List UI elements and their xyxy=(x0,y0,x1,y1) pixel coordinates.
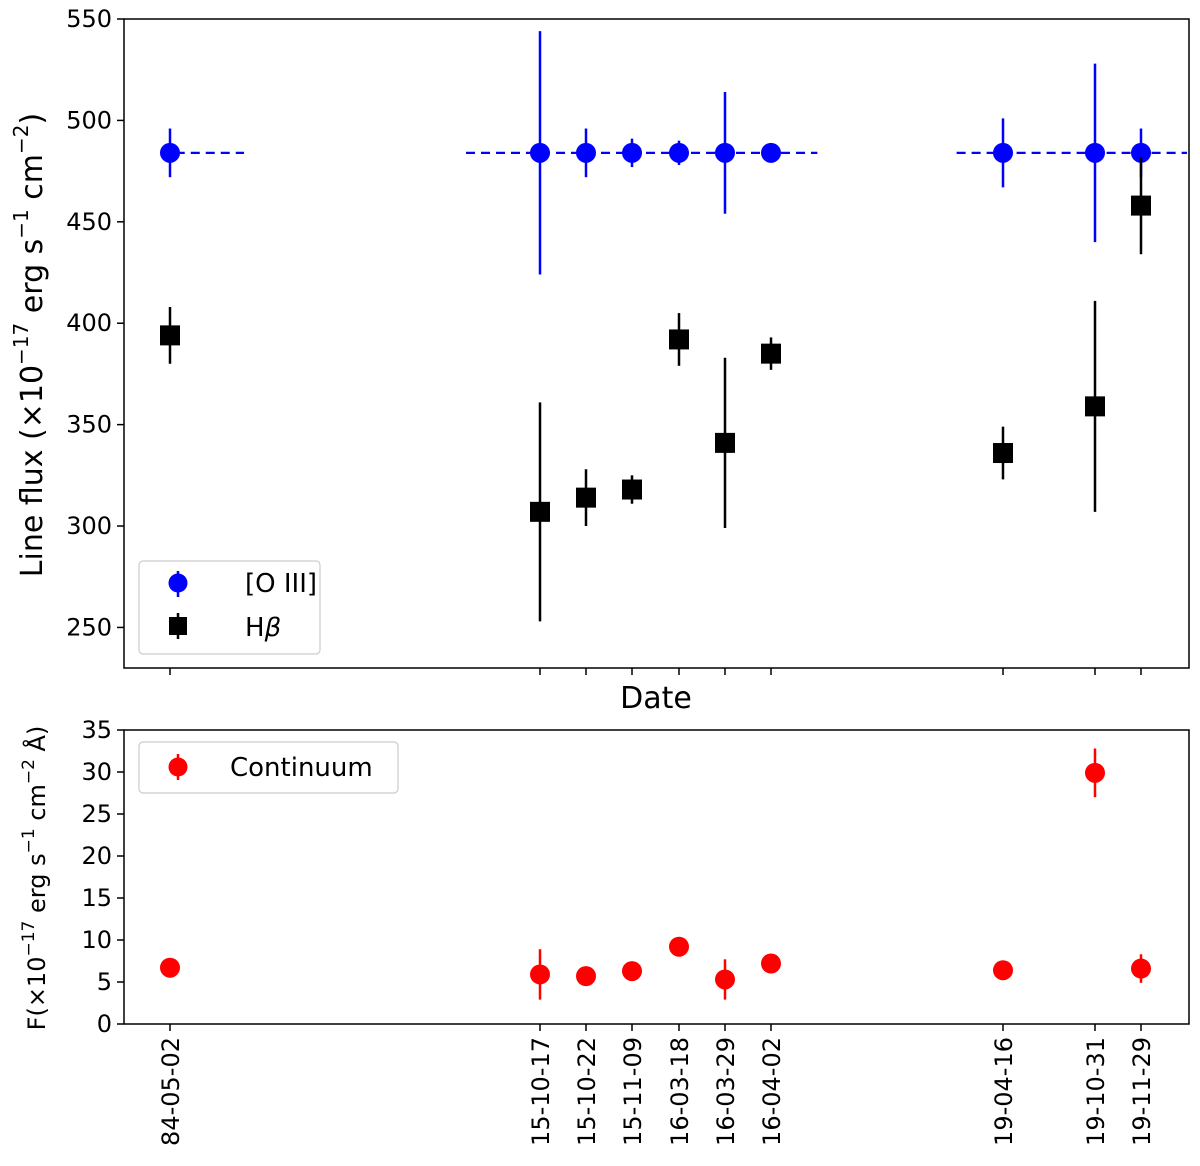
x-tick-label: 16-04-02 xyxy=(758,1037,786,1146)
h-point xyxy=(622,479,642,500)
top-y-tick-label: 300 xyxy=(66,512,112,540)
bottom-ylabel-part: Å) xyxy=(22,726,51,759)
bottom-ylabel-exp: −17 xyxy=(19,921,39,957)
top-legend: [O III] Hβ xyxy=(138,560,321,655)
top-y-tick-label: 450 xyxy=(66,208,112,236)
top-y-tick-label: 500 xyxy=(66,106,112,134)
legend-oiii-label: [O III] xyxy=(245,569,317,599)
o-iii-point xyxy=(669,142,689,163)
bottom-y-tick-label: 30 xyxy=(81,758,112,786)
h-point xyxy=(576,487,596,508)
top-x-axis-title: Date xyxy=(620,681,692,716)
top-ylabel-part: erg s xyxy=(15,239,50,323)
top-ylabel-part: cm xyxy=(15,154,50,209)
continuum-point xyxy=(576,966,596,987)
bottom-y-tick-label: 10 xyxy=(81,926,112,954)
bottom-ylabel-exp: −2 xyxy=(19,759,39,784)
bottom-legend: Continuum xyxy=(138,741,399,794)
h-point xyxy=(993,443,1013,464)
bottom-ylabel-part: F(×10 xyxy=(23,957,51,1031)
x-tick-label: 16-03-18 xyxy=(666,1037,694,1146)
x-tick-label: 16-03-29 xyxy=(712,1037,740,1146)
o-iii-point xyxy=(993,142,1013,163)
bottom-ylabel-part: erg s xyxy=(23,853,51,920)
continuum-point xyxy=(715,969,735,990)
top-y-tick-label: 350 xyxy=(66,411,112,439)
top-panel-plot: 250 300 350 400 450 500 550 xyxy=(66,5,1187,675)
top-ylabel-exp: −17 xyxy=(9,323,33,365)
top-ylabel-exp: −2 xyxy=(9,124,33,153)
legend-hbeta-label-beta: β xyxy=(264,613,282,643)
h-point xyxy=(761,343,781,364)
bottom-y-tick-label: 35 xyxy=(81,716,112,744)
legend-hbeta-label: Hβ xyxy=(245,613,281,643)
o-iii-point xyxy=(160,142,180,163)
o-iii-point xyxy=(715,142,735,163)
top-y-tick-label: 550 xyxy=(66,5,112,33)
h-point xyxy=(530,501,550,522)
continuum-point xyxy=(530,964,550,985)
top-ylabel-part: Line flux (×10 xyxy=(15,365,50,577)
x-tick-label: 15-11-09 xyxy=(619,1037,647,1146)
legend-hbeta-marker xyxy=(169,617,187,635)
o-iii-point xyxy=(761,142,781,163)
x-tick-label: 19-11-29 xyxy=(1128,1037,1156,1146)
bottom-panel-plot: 0 5 10 15 20 25 30 35 84-05-02 15-10-17 15-10-22 15… xyxy=(81,716,1156,1146)
continuum-point xyxy=(761,953,781,974)
top-y-tick-label: 400 xyxy=(66,309,112,337)
continuum-point xyxy=(669,936,689,957)
top-panel-frame xyxy=(123,18,1190,669)
continuum-point xyxy=(160,957,180,978)
continuum-point xyxy=(622,961,642,982)
bottom-y-tick-label: 5 xyxy=(97,968,112,996)
h-point xyxy=(1131,195,1151,216)
top-y-tick-label: 250 xyxy=(66,613,112,641)
legend-oiii-marker xyxy=(168,573,188,593)
top-ylabel-part: ) xyxy=(15,113,50,125)
bottom-ylabel-exp: −1 xyxy=(19,828,39,853)
o-iii-point xyxy=(576,142,596,163)
o-iii-point xyxy=(1085,142,1105,163)
h-point xyxy=(1085,396,1105,417)
h-point xyxy=(669,329,689,350)
x-tick-label: 15-10-22 xyxy=(573,1037,601,1146)
o-iii-point xyxy=(1131,142,1151,163)
bottom-y-axis-title: F(×10−17 erg s−1 cm−2 Å) xyxy=(19,726,51,1031)
bottom-legend-box xyxy=(138,741,399,794)
h-point xyxy=(160,325,180,346)
x-tick-label: 19-04-16 xyxy=(990,1037,1018,1146)
continuum-point xyxy=(1085,762,1105,783)
x-tick-label: 84-05-02 xyxy=(157,1037,185,1146)
legend-continuum-marker xyxy=(168,757,188,777)
legend-hbeta-label-h: H xyxy=(245,613,265,643)
bottom-y-tick-label: 15 xyxy=(81,884,112,912)
bottom-panel-frame xyxy=(123,729,1190,1025)
bottom-ylabel-part: cm xyxy=(23,784,51,828)
x-tick-label: 19-10-31 xyxy=(1082,1037,1110,1146)
h-point xyxy=(715,432,735,453)
legend-continuum-label: Continuum xyxy=(230,753,373,783)
x-tick-label: 15-10-17 xyxy=(527,1037,555,1146)
o-iii-point xyxy=(530,142,550,163)
bottom-y-tick-label: 20 xyxy=(81,842,112,870)
top-y-axis-title: Line flux (×10−17 erg s−1 cm−2) xyxy=(9,113,50,577)
o-iii-point xyxy=(622,142,642,163)
bottom-y-tick-label: 25 xyxy=(81,800,112,828)
bottom-y-tick-label: 0 xyxy=(97,1010,112,1038)
continuum-point xyxy=(1131,958,1151,979)
top-ylabel-exp: −1 xyxy=(9,209,33,238)
continuum-point xyxy=(993,960,1013,981)
